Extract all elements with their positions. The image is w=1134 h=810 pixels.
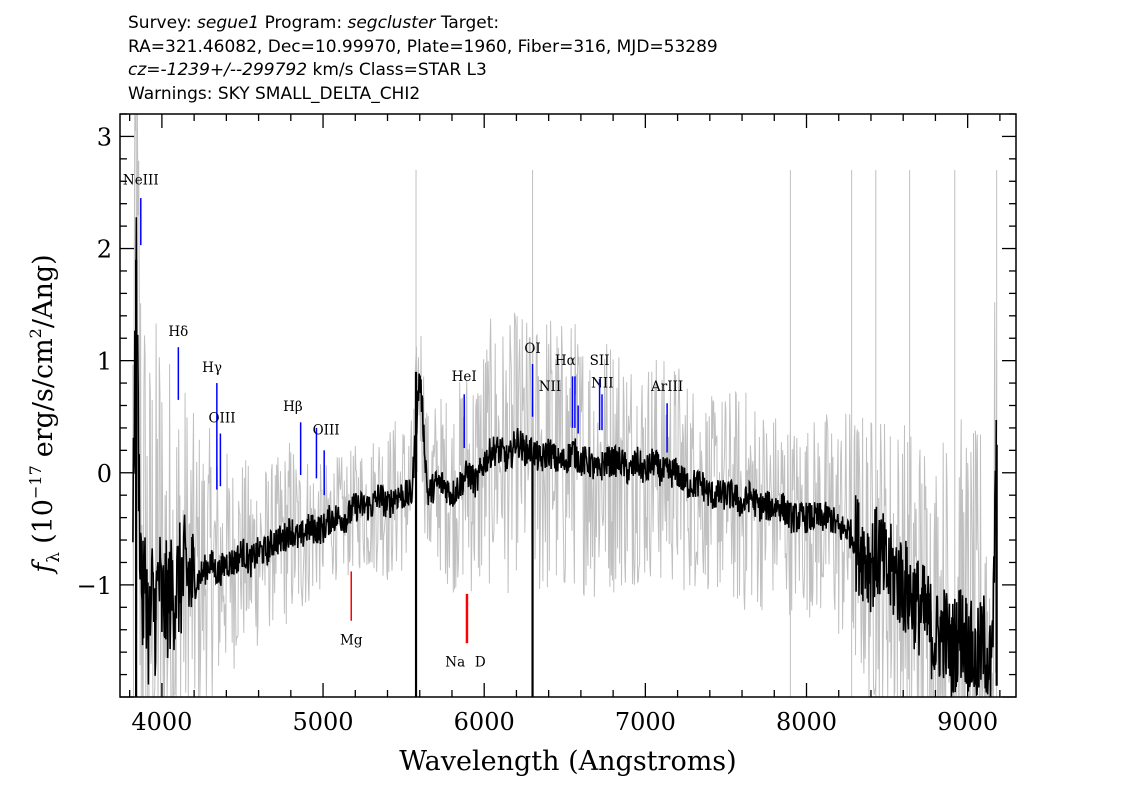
cz-label: cz= [128,60,161,80]
error-band [132,113,998,698]
line-label-hδ: Hδ [168,324,188,340]
line-label-hei: HeI [452,369,477,385]
x-tick-label: 8000 [776,708,837,736]
program-label: Program: [264,13,343,33]
y-tick-label: 0 [97,460,112,488]
line-label-nii: NII [591,376,613,392]
header-line-survey: Survey: segue1 Program: segcluster Targe… [128,12,718,36]
line-label-neiii: NeIII [123,173,159,189]
line-label-hα: Hα [555,353,576,369]
x-tick-label: 6000 [454,708,515,736]
spectrum-header: Survey: segue1 Program: segcluster Targe… [128,12,718,106]
line-label-oi: OI [524,341,540,357]
y-axis-title-sq: 2 [26,328,45,338]
plot-frame [119,113,1017,698]
line-label-hγ: Hγ [202,360,222,376]
flux-line [132,217,998,698]
line-label-ariii: ArIII [650,379,683,395]
line-label-nii: NII [539,379,561,395]
header-line-warnings: Warnings: SKY SMALL_DELTA_CHI2 [128,83,421,104]
x-tick-label: 5000 [293,708,354,736]
y-axis-title-sub: λ [44,552,64,563]
cz-class: km/s Class=STAR L3 [312,60,487,80]
x-tick-label: 4000 [131,708,192,736]
y-axis-title-f: f [28,559,59,575]
spectral-line-marks: NeIII Hδ Hγ OIII Hβ OIII Mg HeI Na D OI NII Hα NII SII… [123,173,683,671]
survey-label: Survey: [128,13,192,33]
line-label-hβ: Hβ [283,399,303,415]
y-axis-title: fλ (10−17 erg/s/cm2/Ang) [26,254,64,574]
y-tick-label: 3 [97,123,112,151]
x-tick-label: 9000 [937,708,998,736]
line-label-d: D [475,655,486,671]
line-label-na: Na [445,655,465,671]
y-tick-label: −1 [77,572,112,600]
axis-ticks [120,113,1016,698]
x-axis-title: Wavelength (Angstroms) [399,746,736,777]
y-axis-title-b: erg/s/cm [28,338,59,457]
line-label-mg: Mg [340,632,363,648]
target-label: Target: [440,13,500,33]
noise-trace [132,113,998,698]
flux-series [132,217,998,698]
y-tick-label: 1 [97,348,112,376]
survey-value: segue1 [197,13,260,33]
program-value: segcluster [347,13,436,33]
y-axis-title-c: /Ang) [28,254,59,328]
y-tick-label: 2 [97,236,112,264]
y-axis-title-exp: −17 [26,465,45,499]
line-label-sii: SII [590,353,610,369]
header-line-redshift: cz=-1239+/--299792 km/s Class=STAR L3 [128,59,718,83]
x-tick-label: 7000 [615,708,676,736]
line-label-oiii: OIII [208,410,235,426]
cz-value: -1239+/--299792 [160,60,308,80]
axis-tick-labels: 4000 5000 6000 7000 8000 9000 −1 0 1 2 3 [77,123,999,736]
line-label-oiii: OIII [313,423,340,439]
header-line-coordinates: RA=321.46082, Dec=10.99970, Plate=1960, … [128,36,718,57]
y-axis-title-a: (10 [28,499,59,544]
